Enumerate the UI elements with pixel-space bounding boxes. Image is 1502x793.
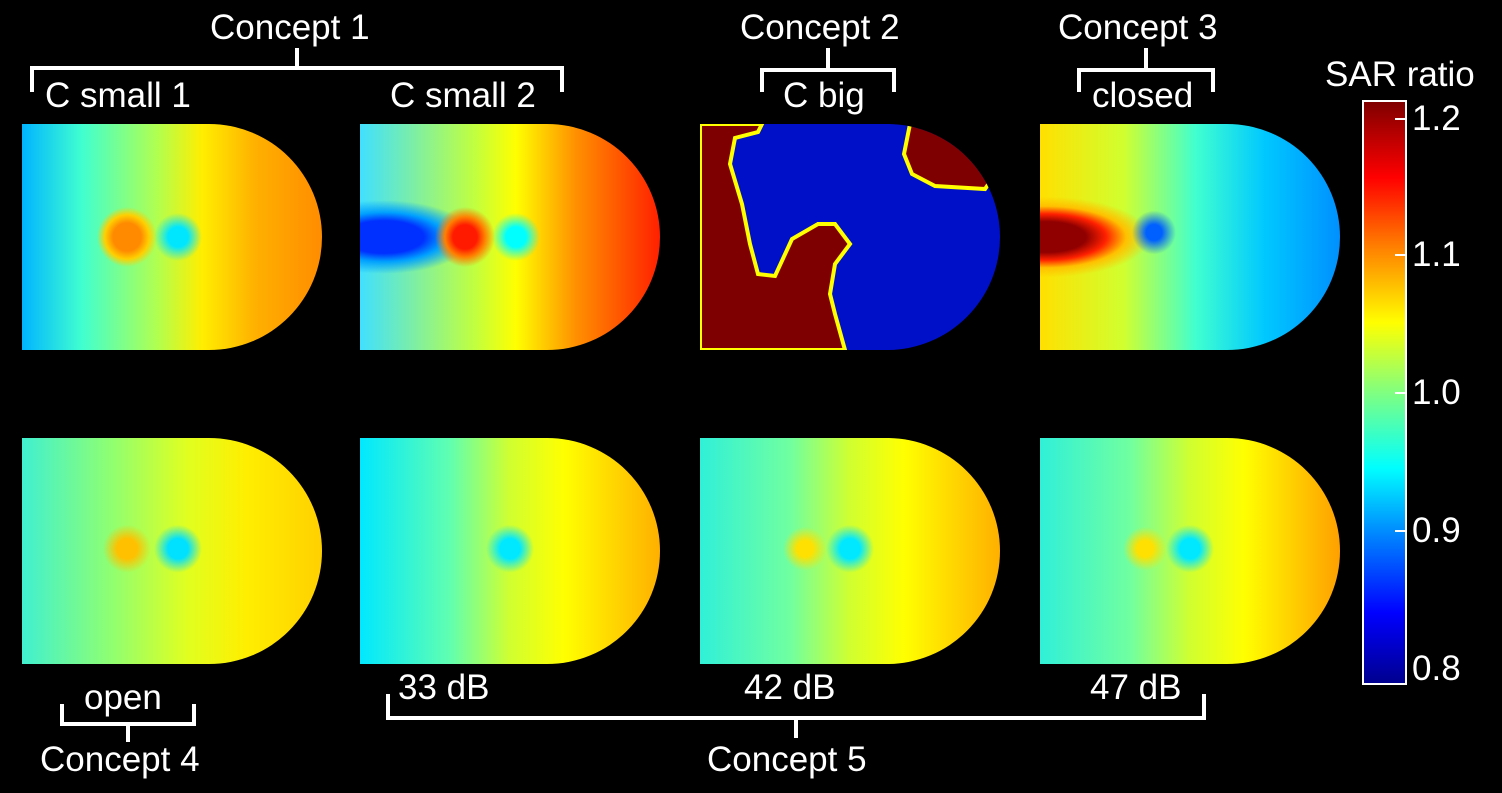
c-big-label: C big [783,76,865,115]
colorbar-tick [1395,118,1407,120]
sar-map-33db [360,438,660,664]
concept-1-stem [295,48,299,68]
sar-map-open [22,438,322,664]
sar-map-42db [700,438,1000,664]
db-33-label: 33 dB [398,668,490,707]
concept-4-bracket [60,704,196,726]
db-42-label: 42 dB [744,668,836,707]
c-big-pattern [700,124,995,350]
concept-3-bracket [1077,68,1215,92]
colorbar-tick-label: 1.1 [1412,235,1461,274]
concept-2-stem [826,48,830,70]
closed-label: closed [1092,76,1194,115]
concept-1-bracket [30,66,564,92]
concept-4-stem [126,724,130,742]
sar-map-c-big [700,124,1000,350]
concept-2-bracket [760,68,896,92]
colorbar-tick [1395,530,1407,532]
colorbar-tick [1395,392,1407,394]
concept-2-label: Concept 2 [740,8,900,47]
sar-map-47db [1040,438,1340,664]
colorbar-tick-label: 1.2 [1412,99,1461,138]
c-small-1-label: C small 1 [45,76,191,115]
concept-5-stem [794,718,798,738]
concept-1-label: Concept 1 [210,8,370,47]
concept-5-label: Concept 5 [707,740,867,779]
sar-map-c-small-1 [22,124,322,350]
db-47-label: 47 dB [1090,668,1182,707]
concept-5-bracket [386,694,1206,720]
sar-map-closed [1040,124,1340,350]
c-small-2-label: C small 2 [390,76,536,115]
colorbar-title: SAR ratio [1325,55,1475,94]
concept-3-label: Concept 3 [1058,8,1218,47]
concept-3-stem [1144,48,1148,70]
concept-4-label: Concept 4 [40,740,200,779]
open-label: open [84,678,162,717]
colorbar-tick-label: 0.8 [1412,649,1461,688]
sar-map-c-small-2 [360,124,660,350]
colorbar-tick-label: 1.0 [1412,373,1461,412]
colorbar-tick-label: 0.9 [1412,511,1461,550]
colorbar-tick [1395,254,1407,256]
